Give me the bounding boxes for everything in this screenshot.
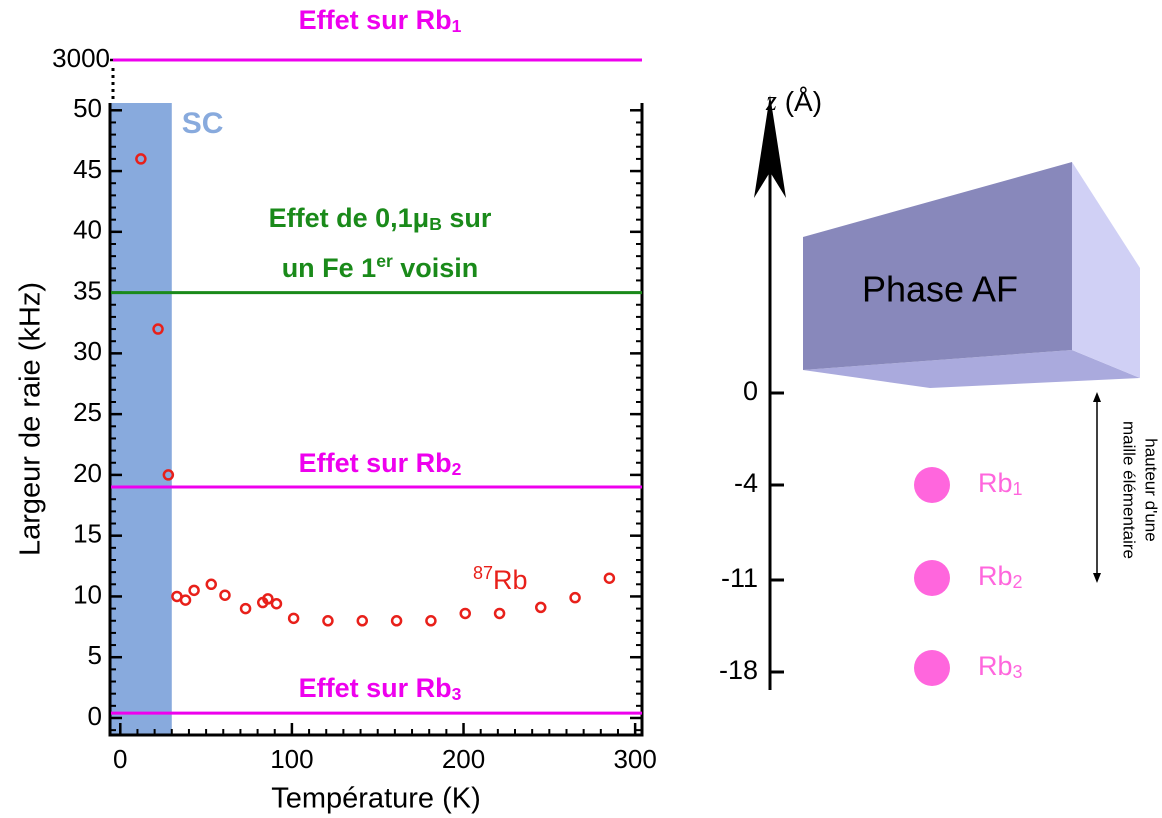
atom-name: Rb [978, 561, 1013, 591]
y-tick-label: 3000 [52, 43, 110, 73]
x-tick-label: 200 [442, 744, 485, 774]
y-tick-label: 30 [73, 336, 102, 366]
y-tick-label: 35 [73, 275, 102, 305]
y-axis-title: Largeur de raie (kHz) [15, 282, 47, 556]
atom [914, 467, 950, 503]
y-tick-label: 25 [73, 397, 102, 427]
data-point [569, 591, 581, 604]
z-arrow-head [754, 95, 786, 198]
box-front [803, 162, 1072, 370]
z-var: z [765, 86, 777, 117]
series-label: 87Rb [473, 563, 528, 595]
x-tick-label: 100 [270, 744, 313, 774]
y-tick-label: 50 [73, 93, 102, 123]
data-point [239, 602, 252, 615]
z-tick-label: -4 [734, 468, 758, 498]
atom-sub: 3 [1013, 662, 1023, 682]
y-tick-label: 15 [73, 519, 102, 549]
atom-label: Rb1 [978, 468, 1023, 499]
z-space [777, 86, 785, 117]
atom-label: Rb3 [978, 651, 1023, 682]
label-part: er [376, 251, 393, 271]
data-point [152, 323, 164, 335]
data-point [356, 615, 369, 627]
data-point [188, 584, 200, 597]
box-label: Phase AF [862, 269, 1018, 310]
label-part: Effet sur Rb [299, 448, 452, 478]
data-point [390, 615, 403, 627]
height-note: maille élémentaire [1120, 421, 1139, 559]
label-part: 3 [452, 684, 462, 704]
x-tick-label: 300 [613, 744, 656, 774]
z-unit: (Å) [785, 86, 822, 117]
y-tick-label: 0 [88, 701, 102, 731]
reference-label: un Fe 1er voisin [282, 251, 479, 284]
atom-sub: 1 [1013, 479, 1023, 499]
data-point [322, 615, 334, 627]
box-side [1072, 162, 1140, 378]
y-tick-label: 10 [73, 579, 102, 609]
sc-band [110, 103, 172, 735]
x-axis-title: Température (K) [271, 783, 481, 815]
series-label-name: Rb [493, 565, 528, 595]
label-part: 2 [452, 459, 462, 479]
atom-sub: 2 [1013, 572, 1023, 592]
atom-name: Rb [978, 651, 1013, 681]
z-tick-label: 0 [743, 376, 758, 406]
reference-label: Effet sur Rb2 [299, 448, 462, 479]
data-point [493, 607, 506, 620]
label-part: Effet sur Rb [299, 5, 452, 35]
height-note: hauteur d'une [1142, 438, 1161, 541]
label-part: Effet sur Rb [299, 673, 452, 703]
data-point [603, 572, 616, 584]
series-label-sup: 87 [473, 563, 493, 583]
label-part: sur [442, 203, 492, 233]
data-point [179, 594, 192, 606]
atom-label: Rb2 [978, 561, 1023, 592]
data-point [270, 597, 283, 610]
data-point [135, 153, 147, 165]
label-part: B [429, 214, 442, 234]
z-tick-label: -18 [719, 655, 758, 685]
label-part: Effet de 0,1μ [269, 203, 430, 233]
y-tick-label: 40 [73, 215, 102, 245]
x-tick-label: 0 [113, 744, 127, 774]
label-part: un Fe 1 [282, 253, 377, 283]
z-axis-label: z (Å) [765, 86, 822, 117]
label-part: voisin [393, 253, 479, 283]
data-point [287, 612, 300, 625]
atom [914, 560, 950, 596]
band-label: SC [182, 107, 224, 140]
data-point [219, 589, 231, 601]
reference-label: Effet sur Rb1 [299, 5, 462, 36]
box-bottom [803, 350, 1140, 388]
reference-label: Effet sur Rb3 [299, 673, 462, 704]
axis-frame [108, 103, 644, 737]
label-part: 1 [452, 16, 462, 36]
z-tick-label: -11 [721, 563, 758, 593]
data-point [534, 601, 547, 614]
data-point [425, 615, 437, 627]
atom [914, 650, 950, 686]
y-tick-label: 45 [73, 154, 102, 184]
atom-name: Rb [978, 468, 1013, 498]
reference-label: Effet de 0,1μB sur [269, 203, 492, 234]
data-point [162, 469, 175, 481]
y-tick-label: 5 [88, 640, 102, 670]
data-point [459, 607, 471, 620]
y-tick-label: 20 [73, 458, 102, 488]
data-point [262, 593, 274, 605]
data-point [205, 578, 218, 591]
